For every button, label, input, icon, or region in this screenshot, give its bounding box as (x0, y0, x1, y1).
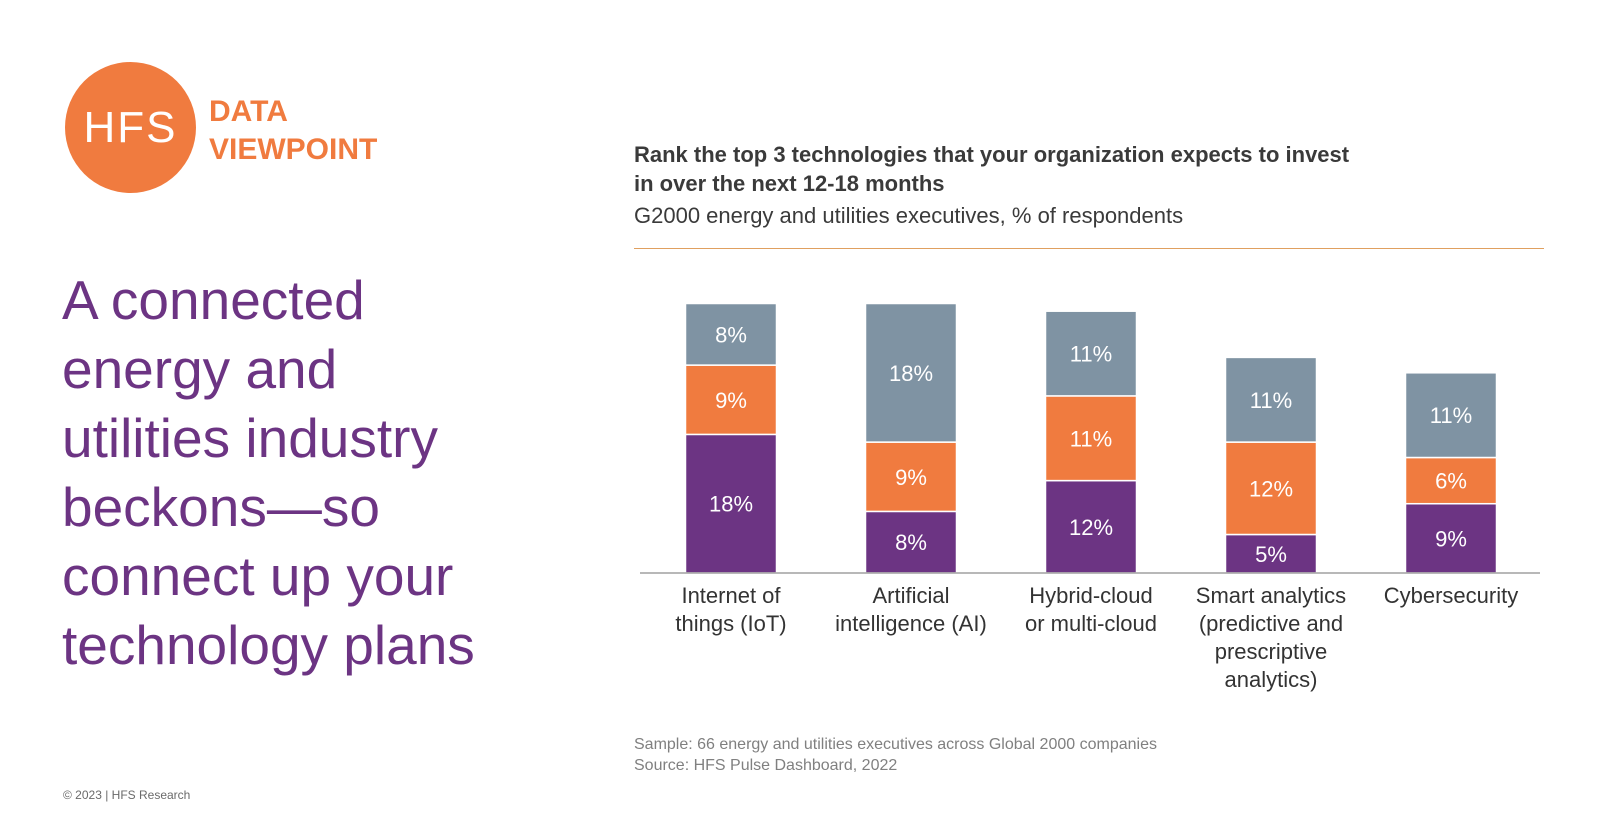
data-label: 6% (1435, 469, 1467, 494)
data-label: 8% (715, 322, 747, 347)
chart-title: Rank the top 3 technologies that your or… (634, 140, 1434, 198)
category-label: things (IoT) (675, 611, 786, 636)
bar-segment (1404, 372, 1498, 459)
headline-line: beckons—so (62, 476, 380, 538)
headline-line: energy and (62, 338, 338, 400)
chart-title-line: in over the next 12-18 months (634, 171, 945, 196)
source-note: Source: HFS Pulse Dashboard, 2022 (634, 757, 898, 774)
data-label: 11% (1250, 388, 1292, 413)
data-label: 11% (1070, 342, 1112, 367)
category-label: (predictive and (1199, 611, 1343, 636)
headline-line: utilities industry (62, 407, 438, 469)
chart-subtitle: G2000 energy and utilities executives, %… (634, 203, 1184, 228)
data-label: 11% (1070, 426, 1112, 451)
hfs-logo-text: HFS (83, 102, 178, 152)
data-viewpoint-tag: DATA VIEWPOINT (209, 93, 377, 169)
data-label: 18% (889, 361, 933, 386)
data-label: 9% (895, 465, 927, 490)
bar-segment (1404, 456, 1498, 505)
data-label: 18% (709, 492, 753, 517)
tag-line-2: VIEWPOINT (209, 133, 378, 166)
headline-line: technology plans (62, 614, 475, 676)
data-label: 5% (1255, 542, 1287, 567)
bar-segment (684, 302, 778, 366)
bar-segment (864, 441, 958, 513)
data-label: 12% (1249, 476, 1293, 501)
category-label: intelligence (AI) (835, 611, 987, 636)
data-label: 8% (895, 530, 927, 555)
bar-segment (684, 433, 778, 574)
title-divider (634, 248, 1544, 249)
category-label: prescriptive (1215, 639, 1327, 664)
bar-segment (1224, 533, 1318, 574)
category-label: Artificial (872, 583, 949, 608)
data-label: 9% (1435, 526, 1467, 551)
bar-segment (864, 302, 958, 443)
copyright: © 2023 | HFS Research (63, 788, 191, 802)
category-label: analytics) (1225, 667, 1318, 692)
bar-segment (1404, 502, 1498, 574)
data-label: 12% (1069, 515, 1113, 540)
data-label: 11% (1430, 403, 1472, 428)
bar-segment (1044, 479, 1138, 574)
bar-segment (684, 364, 778, 436)
bar-segment (1044, 395, 1138, 482)
bar-segment (1044, 310, 1138, 397)
headline: A connected energy and utilities industr… (62, 266, 532, 680)
sample-note: Sample: 66 energy and utilities executiv… (634, 736, 1157, 753)
chart-title-line: Rank the top 3 technologies that your or… (634, 142, 1350, 167)
hfs-logo: HFS (65, 62, 196, 193)
category-label: Internet of (681, 583, 781, 608)
category-label: or multi-cloud (1025, 611, 1157, 636)
category-label: Cybersecurity (1384, 583, 1518, 608)
headline-line: A connected (62, 269, 365, 331)
headline-line: connect up your (62, 545, 454, 607)
bar-segment (1224, 356, 1318, 443)
bar-segment (1224, 441, 1318, 536)
category-label: Hybrid-cloud (1029, 583, 1153, 608)
data-label: 9% (715, 388, 747, 413)
category-label: Smart analytics (1196, 583, 1346, 608)
tag-line-1: DATA (209, 95, 288, 128)
